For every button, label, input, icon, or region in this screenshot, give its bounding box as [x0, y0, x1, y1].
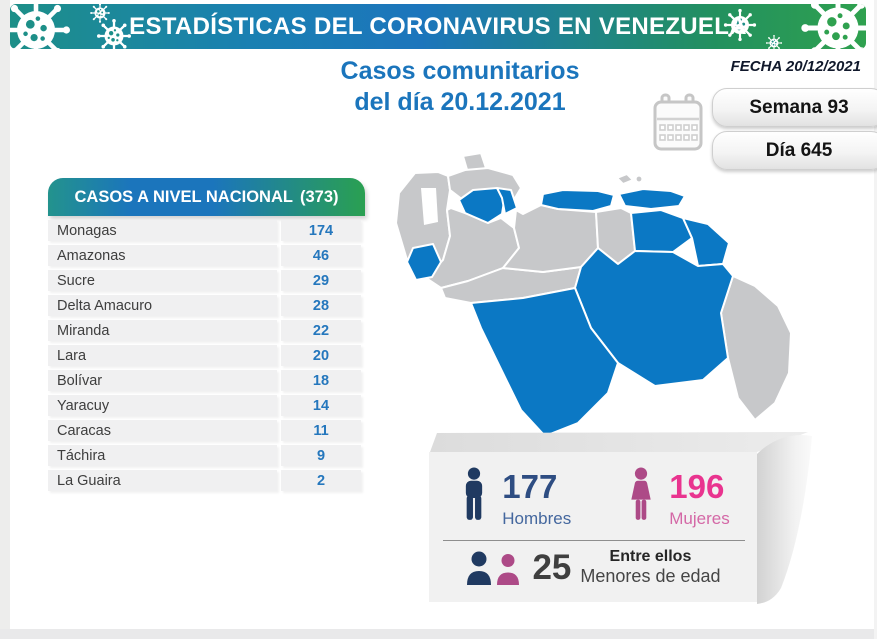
hombres-stat: 177 Hombres	[456, 467, 571, 527]
week-badge: Semana 93	[712, 88, 877, 127]
gender-stats-panel: 177 Hombres 196 Mujeres	[429, 452, 757, 602]
menores-line1: Entre ellos	[609, 548, 692, 565]
case-count-cell: 28	[281, 295, 361, 316]
state-name-cell: Bolívar	[48, 370, 277, 391]
map-island	[634, 174, 644, 184]
case-count-cell: 9	[281, 445, 361, 466]
table-row: Miranda 22	[48, 320, 365, 341]
date-label: FECHA 20/12/2021	[730, 58, 861, 75]
table-row: La Guaira 2	[48, 470, 365, 491]
map-state-monagas	[630, 209, 693, 253]
table-row: Bolívar 18	[48, 370, 365, 391]
table-row: Táchira 9	[48, 445, 365, 466]
table-row: Delta Amacuro 28	[48, 295, 365, 316]
menores-stat: 25 Entre ellos Menores de edad	[429, 548, 757, 587]
state-name-cell: Delta Amacuro	[48, 295, 277, 316]
venezuela-map	[395, 152, 792, 437]
header-banner: ESTADÍSTICAS DEL CORONAVIRUS EN VENEZUEL…	[10, 4, 866, 49]
map-region-esequibo	[720, 275, 792, 421]
male-icon	[466, 467, 483, 520]
mujeres-value: 196	[669, 468, 725, 505]
page-title-line2: del día 20.12.2021	[354, 87, 566, 116]
state-name-cell: Caracas	[48, 420, 277, 441]
case-count-cell: 46	[281, 245, 361, 266]
map-islands-nueva-esparta	[616, 173, 634, 185]
page-edge-left	[0, 0, 10, 639]
case-count-cell: 14	[281, 395, 361, 416]
minors-persons-icon	[467, 551, 520, 585]
case-count-cell: 20	[281, 345, 361, 366]
table-title: CASOS A NIVEL NACIONAL	[74, 187, 293, 206]
case-count-cell: 22	[281, 320, 361, 341]
banner-title: ESTADÍSTICAS DEL CORONAVIRUS EN VENEZUEL…	[129, 12, 747, 40]
table-row: Sucre 29	[48, 270, 365, 291]
table-total: (373)	[299, 187, 339, 206]
panel-divider	[443, 540, 745, 541]
table-header: CASOS A NIVEL NACIONAL (373)	[48, 178, 365, 216]
state-name-cell: Táchira	[48, 445, 277, 466]
page-title-line1: Casos comunitarios	[340, 57, 580, 85]
state-name-cell: Yaracuy	[48, 395, 277, 416]
table-row: Caracas 11	[48, 420, 365, 441]
state-name-cell: Lara	[48, 345, 277, 366]
menores-value: 25	[532, 548, 572, 588]
female-icon	[631, 467, 651, 520]
page-title: Casos comunitarios del día 20.12.2021	[305, 56, 615, 117]
mujeres-label: Mujeres	[669, 509, 730, 528]
menores-line2: Menores de edad	[580, 566, 721, 587]
case-count-cell: 29	[281, 270, 361, 291]
page-edge-right	[874, 0, 877, 639]
platform-shadow	[430, 432, 808, 452]
case-count-cell: 174	[281, 220, 361, 241]
map-state-tachira	[406, 243, 442, 281]
mujeres-stat: 196 Mujeres	[623, 467, 730, 528]
case-count-cell: 11	[281, 420, 361, 441]
map-state-amazonas	[470, 287, 619, 437]
lake-maracaibo	[421, 188, 438, 225]
map-state-central-block	[502, 204, 599, 273]
case-count-cell: 18	[281, 370, 361, 391]
state-name-cell: Monagas	[48, 220, 277, 241]
state-name-cell: Miranda	[48, 320, 277, 341]
table-row: Monagas 174	[48, 220, 365, 241]
national-cases-table: CASOS A NIVEL NACIONAL (373) Monagas 174 …	[48, 178, 365, 491]
page-edge-bottom	[0, 629, 877, 639]
state-name-cell: La Guaira	[48, 470, 277, 491]
table-row: Amazonas 46	[48, 245, 365, 266]
hombres-label: Hombres	[502, 509, 572, 528]
map-state-sucre	[618, 188, 686, 210]
map-state-caracas-miranda	[540, 189, 615, 212]
table-row: Yaracuy 14	[48, 395, 365, 416]
map-state-delta-amacuro	[682, 217, 730, 267]
state-name-cell: Amazonas	[48, 245, 277, 266]
case-count-cell: 2	[281, 470, 361, 491]
page-curl	[757, 434, 812, 604]
state-name-cell: Sucre	[48, 270, 277, 291]
table-row: Lara 20	[48, 345, 365, 366]
map-state-yaracuy	[496, 187, 518, 215]
day-badge: Día 645	[712, 131, 877, 170]
hombres-value: 177	[502, 468, 558, 505]
calendar-icon	[653, 93, 703, 151]
